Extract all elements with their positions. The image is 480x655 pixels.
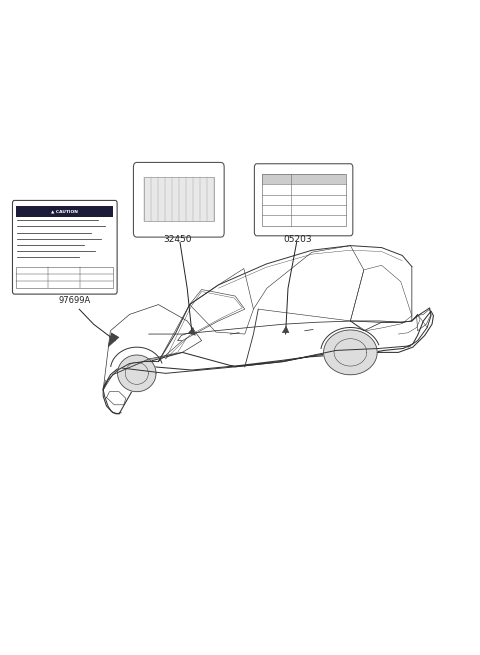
Polygon shape [282, 326, 289, 333]
Text: 32450: 32450 [163, 234, 192, 244]
Ellipse shape [118, 355, 156, 392]
Polygon shape [189, 328, 195, 335]
Text: 97699A: 97699A [58, 295, 91, 305]
FancyBboxPatch shape [12, 200, 117, 294]
Polygon shape [108, 333, 119, 347]
FancyBboxPatch shape [133, 162, 224, 237]
Polygon shape [262, 174, 346, 184]
FancyBboxPatch shape [16, 206, 113, 217]
Text: ▲ CAUTION: ▲ CAUTION [51, 210, 78, 214]
Ellipse shape [324, 330, 377, 375]
Polygon shape [144, 177, 214, 221]
Text: 05203: 05203 [283, 234, 312, 244]
FancyBboxPatch shape [254, 164, 353, 236]
